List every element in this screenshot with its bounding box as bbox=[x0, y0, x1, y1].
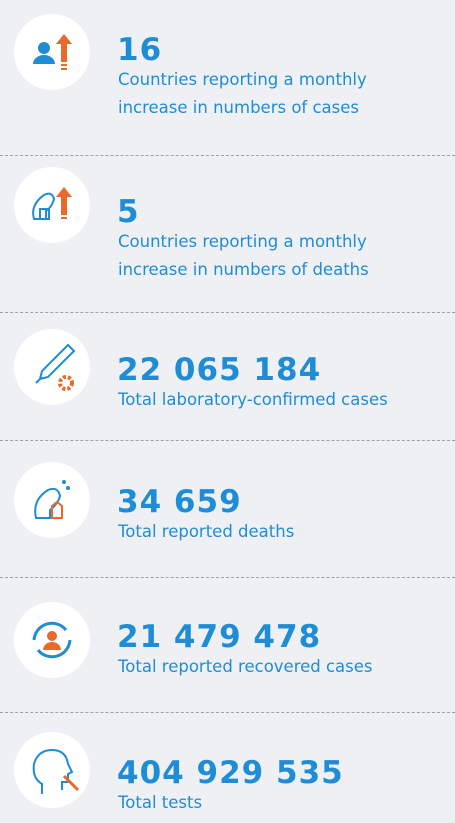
stat-label: Total reported recovered cases bbox=[118, 653, 373, 681]
icon-graphic bbox=[34, 480, 70, 519]
label-line: Total reported recovered cases bbox=[118, 657, 373, 676]
stat-number: 34 659 bbox=[117, 484, 242, 520]
label-line: increase in numbers of cases bbox=[118, 98, 359, 117]
stat-number: 404 929 535 bbox=[117, 755, 344, 791]
separator bbox=[0, 577, 455, 578]
stat-number: 5 bbox=[117, 194, 140, 230]
icon bbox=[14, 602, 90, 678]
separator bbox=[0, 312, 455, 313]
stat-number: 16 bbox=[117, 32, 163, 68]
label-line: Countries reporting a monthly bbox=[118, 70, 367, 89]
label-line: Total reported deaths bbox=[118, 522, 295, 541]
stat-label: Total reported deaths bbox=[118, 518, 294, 546]
icon-graphic bbox=[32, 748, 80, 794]
icon-graphic bbox=[32, 187, 72, 220]
icon-graphic bbox=[33, 34, 72, 70]
icon bbox=[14, 14, 90, 90]
stat-label: Total laboratory-confirmed cases bbox=[118, 386, 388, 414]
stat-label: Total tests bbox=[118, 789, 202, 817]
icon bbox=[14, 167, 90, 243]
separator bbox=[0, 440, 455, 441]
label-line: Total laboratory-confirmed cases bbox=[118, 390, 388, 409]
icon bbox=[14, 329, 90, 405]
icon bbox=[14, 732, 90, 808]
label-line: Total tests bbox=[118, 793, 203, 812]
separator bbox=[0, 155, 455, 156]
stat-number: 22 065 184 bbox=[117, 352, 322, 388]
separator bbox=[0, 712, 455, 713]
icon-graphic bbox=[35, 343, 76, 391]
label-line: increase in numbers of deaths bbox=[118, 260, 369, 279]
label-line: Countries reporting a monthly bbox=[118, 232, 367, 251]
stat-label: Countries reporting a monthly increase in… bbox=[118, 228, 369, 284]
icon-graphic bbox=[32, 621, 72, 659]
stat-number: 21 479 478 bbox=[117, 619, 322, 655]
icon bbox=[14, 462, 90, 538]
stat-label: Countries reporting a monthly increase in… bbox=[118, 66, 367, 122]
